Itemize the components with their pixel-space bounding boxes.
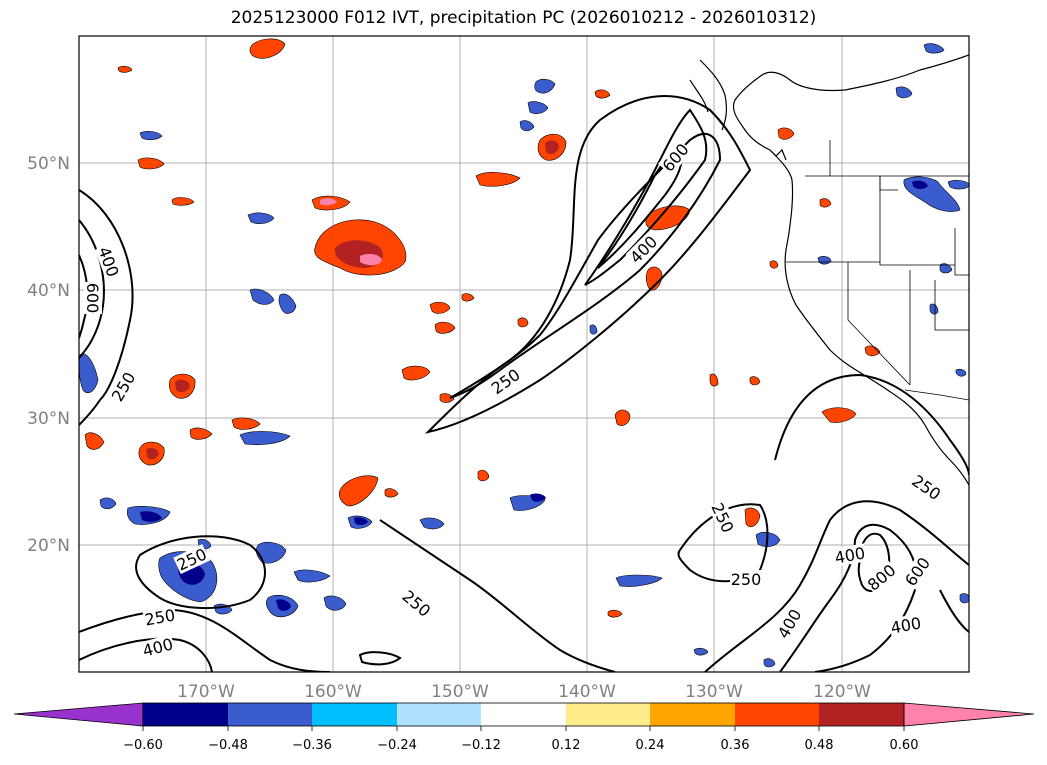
lon-label: 160°W — [304, 682, 362, 702]
colorbar-tick-label: 0.12 — [552, 738, 581, 753]
colorbar-segment — [312, 703, 397, 726]
lat-label: 30°N — [27, 409, 70, 429]
colorbar-segment — [566, 703, 650, 726]
colorbar-segment — [650, 703, 735, 726]
colorbar-segment — [143, 703, 228, 726]
contour-label: 250 — [731, 570, 762, 589]
plot-frame — [78, 35, 970, 673]
colorbar-tick-label: −0.24 — [377, 738, 417, 753]
precip-positive-areas — [84, 38, 881, 618]
colorbar-segment — [819, 703, 904, 726]
colorbar-tick-label: 0.24 — [636, 738, 665, 753]
colorbar-extend-low — [13, 702, 144, 727]
lat-label: 40°N — [27, 281, 70, 301]
colorbar-tick-label: −0.60 — [123, 738, 163, 753]
lat-label: 50°N — [27, 154, 70, 174]
colorbar-tick-label: −0.36 — [292, 738, 332, 753]
coastline — [689, 54, 969, 486]
colorbar-extend-high — [903, 702, 1035, 727]
lat-labels: 50°N 40°N 30°N 20°N — [27, 154, 70, 556]
contour-label: 600 — [83, 283, 102, 314]
lon-labels: 170°W 160°W 150°W 140°W 130°W 120°W — [177, 682, 871, 702]
colorbar-tick-label: −0.12 — [461, 738, 501, 753]
colorbar-tick-label: 0.60 — [890, 738, 919, 753]
lon-label: 140°W — [558, 682, 616, 702]
lat-label: 20°N — [27, 536, 70, 556]
lon-label: 170°W — [177, 682, 235, 702]
political-borders — [786, 140, 969, 401]
colorbar-tick-label: −0.48 — [208, 738, 248, 753]
lon-label: 130°W — [685, 682, 743, 702]
colorbar-segment — [481, 703, 566, 726]
colorbar: −0.60 −0.48 −0.36 −0.24 −0.12 0.12 0.24 … — [13, 702, 1035, 753]
colorbar-segment — [735, 703, 819, 726]
lon-label: 120°W — [813, 682, 871, 702]
colorbar-tick-label: 0.36 — [721, 738, 750, 753]
lon-label: 150°W — [431, 682, 489, 702]
colorbar-tick-label: 0.48 — [805, 738, 834, 753]
colorbar-segment — [397, 703, 481, 726]
colorbar-segment — [228, 703, 312, 726]
ivt-contours — [79, 95, 969, 672]
map-title: 2025123000 F012 IVT, precipitation PC (2… — [230, 8, 817, 28]
